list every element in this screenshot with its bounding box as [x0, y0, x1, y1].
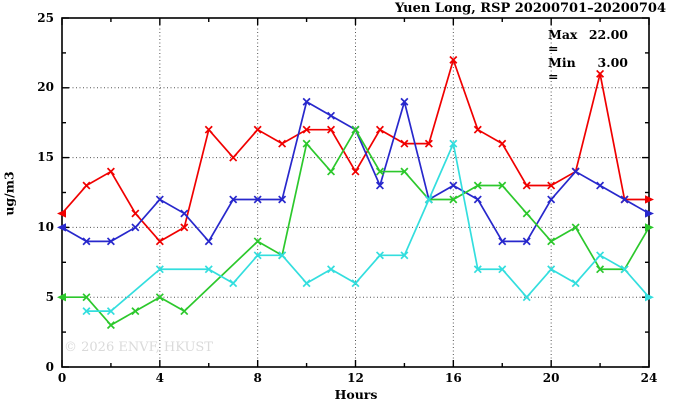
- x-tick-label-8: 8: [253, 371, 262, 385]
- y-tick-label-25: 25: [37, 10, 54, 25]
- y-tick-label-15: 15: [37, 150, 54, 165]
- max-label: Max =: [548, 27, 578, 56]
- watermark: © 2026 ENVF, HKUST: [64, 340, 213, 355]
- series-red: [57, 55, 654, 246]
- x-tick-label-24: 24: [640, 371, 658, 385]
- x-tick-label-12: 12: [347, 371, 364, 385]
- max-row: Max = 22.00: [548, 28, 628, 56]
- end-arrow-blue: [645, 209, 654, 218]
- series-line-cyan: [86, 142, 650, 313]
- gridlines: [62, 18, 649, 367]
- min-value: 3.00: [597, 55, 628, 70]
- x-tick-label-16: 16: [444, 371, 462, 385]
- series-cyan: [82, 139, 654, 316]
- start-arrow-blue: [57, 223, 66, 232]
- y-tick-label-20: 20: [37, 80, 54, 95]
- x-tick-label-4: 4: [155, 371, 164, 385]
- end-arrow-cyan: [645, 293, 654, 302]
- min-row: Min = 3.00: [548, 56, 628, 84]
- y-axis-label: ug/m3: [1, 171, 17, 216]
- y-tick-label-0: 0: [45, 359, 54, 374]
- x-tick-label-0: 0: [57, 371, 67, 385]
- chart-title: Yuen Long, RSP 20200701–20200704: [395, 1, 666, 16]
- y-tick-label-10: 10: [37, 219, 54, 234]
- max-value: 22.00: [588, 27, 628, 42]
- start-arrow-red: [57, 209, 66, 218]
- x-axis-label: Hours: [334, 387, 378, 402]
- min-label: Min =: [548, 55, 576, 84]
- start-arrow-green: [57, 293, 66, 302]
- end-arrow-green: [645, 223, 654, 232]
- maxmin-annotation: Max = 22.00 Min = 3.00: [548, 28, 628, 84]
- end-arrow-red: [645, 195, 654, 204]
- x-tick-label-20: 20: [542, 371, 560, 385]
- plot-border: [61, 17, 650, 368]
- y-tick-label-5: 5: [45, 289, 54, 304]
